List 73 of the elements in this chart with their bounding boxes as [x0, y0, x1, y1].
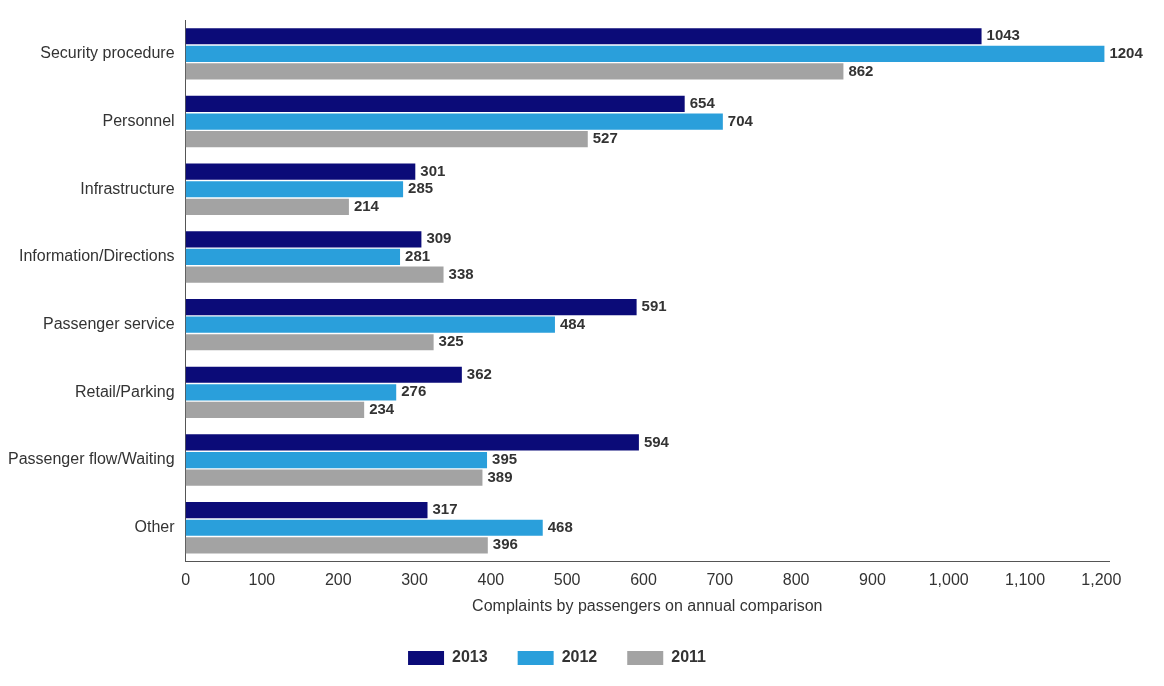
data-label: 309 [426, 229, 452, 247]
data-label: 1043 [986, 26, 1020, 44]
y-tick-label: Passenger service [42, 315, 175, 333]
bar [185, 366, 462, 383]
y-tick-label: Other [134, 518, 176, 536]
bar [185, 401, 365, 419]
bar [185, 298, 637, 316]
bar [185, 434, 639, 451]
data-label: 301 [420, 161, 446, 179]
data-label: 484 [559, 314, 586, 332]
bar [185, 519, 543, 536]
bar [185, 502, 428, 519]
data-label: 317 [432, 500, 458, 518]
data-label: 468 [547, 517, 573, 535]
data-label: 325 [438, 332, 464, 350]
bar [185, 384, 397, 401]
x-tick-label: 800 [782, 570, 810, 588]
x-axis-title: Complaints by passengers on annual comparison [472, 596, 823, 614]
bar [185, 451, 488, 469]
data-label: 395 [492, 450, 518, 468]
bar [185, 266, 444, 283]
data-label: 591 [641, 297, 667, 315]
x-tick-label: 400 [477, 570, 505, 588]
bar [185, 198, 349, 215]
x-tick-label: 1,000 [928, 570, 969, 588]
legend-label: 2012 [561, 648, 598, 666]
y-tick-label: Security procedure [40, 44, 175, 62]
legend-label: 2011 [671, 648, 707, 666]
bar [185, 163, 416, 180]
bar [185, 131, 588, 148]
y-tick-label: Information/Directions [18, 247, 175, 265]
x-tick-label: 500 [553, 570, 581, 588]
bar [185, 316, 555, 333]
data-label: 527 [592, 129, 618, 147]
bar [185, 28, 982, 45]
x-tick-label: 900 [859, 570, 886, 588]
bar [185, 95, 685, 113]
x-tick-label: 1,100 [1005, 570, 1046, 588]
data-label: 389 [487, 467, 513, 485]
bar [185, 181, 404, 198]
bar [185, 231, 422, 248]
data-label: 362 [466, 364, 492, 382]
bar [185, 537, 488, 554]
x-tick-label: 100 [248, 570, 276, 588]
y-tick-label: Infrastructure [80, 179, 175, 197]
data-label: 234 [369, 400, 395, 418]
bar [185, 469, 483, 486]
bar [185, 334, 434, 351]
data-label: 276 [401, 382, 427, 400]
data-label: 338 [448, 264, 474, 282]
data-label: 281 [405, 247, 431, 265]
data-label: 704 [727, 111, 754, 129]
data-label: 654 [689, 94, 716, 112]
bar [185, 113, 723, 130]
bar [185, 248, 401, 266]
bar [185, 45, 1105, 62]
data-label: 396 [492, 535, 518, 553]
x-tick-label: 0 [181, 570, 191, 588]
x-tick-label: 300 [401, 570, 428, 588]
x-tick-label: 200 [324, 570, 352, 588]
legend-label: 2013 [452, 648, 488, 666]
x-tick-label: 700 [706, 570, 734, 588]
data-label: 594 [643, 432, 670, 450]
x-tick-label: 1,200 [1081, 570, 1122, 588]
data-label: 285 [408, 179, 434, 197]
data-label: 862 [848, 61, 874, 79]
x-tick-label: 600 [630, 570, 657, 588]
bar [185, 63, 844, 80]
data-label: 1204 [1109, 43, 1144, 61]
y-tick-label: Passenger flow/Waiting [8, 450, 175, 468]
y-tick-label: Personnel [102, 111, 175, 129]
data-label: 214 [353, 196, 380, 214]
y-tick-label: Retail/Parking [74, 382, 175, 400]
